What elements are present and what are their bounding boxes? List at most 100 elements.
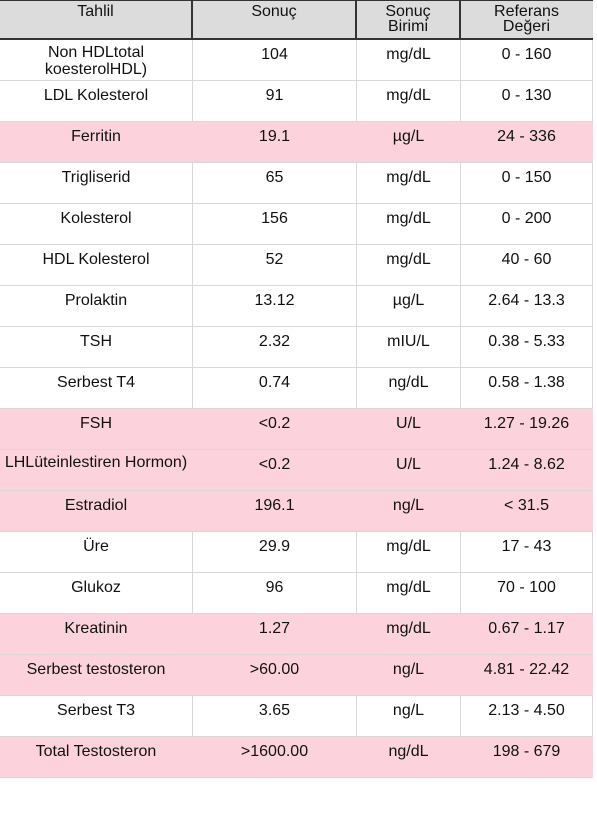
test-name-cell: Glukoz [0, 573, 193, 613]
reference-cell: 2.64 - 13.3 [461, 286, 593, 326]
test-name-cell: Kolesterol [0, 204, 193, 244]
test-name-cell: LHLüteinlestiren Hormon) [0, 450, 193, 490]
test-name-cell: HDL Kolesterol [0, 245, 193, 285]
test-name-cell: LDL Kolesterol [0, 81, 193, 121]
test-name-cell: Prolaktin [0, 286, 193, 326]
reference-cell: 0.67 - 1.17 [461, 614, 593, 654]
test-name-cell: Kreatinin [0, 614, 193, 654]
header-unit: Sonuç Birimi [357, 1, 461, 38]
table-header-row: Tahlil Sonuç Sonuç Birimi Referans Değer… [0, 0, 593, 40]
unit-cell: mIU/L [357, 327, 461, 367]
reference-cell: 0.58 - 1.38 [461, 368, 593, 408]
reference-cell: 70 - 100 [461, 573, 593, 613]
table-row: Serbest testosteron >60.00 ng/L 4.81 - 22.4… [0, 655, 593, 696]
table-row: LDL Kolesterol 91 mg/dL 0 - 130 [0, 81, 593, 122]
result-cell: 19.1 [193, 122, 357, 162]
reference-cell: 1.24 - 8.62 [461, 450, 593, 490]
result-cell: <0.2 [193, 450, 357, 490]
test-name-cell: FSH [0, 409, 193, 449]
unit-cell: mg/dL [357, 245, 461, 285]
table-row: Üre 29.9 mg/dL 17 - 43 [0, 532, 593, 573]
table-row: Estradiol 196.1 ng/L < 31.5 [0, 491, 593, 532]
reference-cell: 1.27 - 19.26 [461, 409, 593, 449]
header-reference: Referans Değeri [461, 1, 593, 38]
unit-cell: mg/dL [357, 573, 461, 613]
table-row: Trigliserid 65 mg/dL 0 - 150 [0, 163, 593, 204]
result-cell: 104 [193, 40, 357, 80]
test-name-cell: Üre [0, 532, 193, 572]
table-row: Kreatinin 1.27 mg/dL 0.67 - 1.17 [0, 614, 593, 655]
header-result: Sonuç [193, 1, 357, 38]
result-cell: <0.2 [193, 409, 357, 449]
result-cell: >1600.00 [193, 737, 357, 777]
header-unit-line2: Birimi [388, 18, 428, 35]
unit-cell: µg/L [357, 122, 461, 162]
header-test-name-line1: Tahlil [77, 3, 114, 20]
result-cell: 52 [193, 245, 357, 285]
reference-cell: 0 - 150 [461, 163, 593, 203]
reference-cell: 198 - 679 [461, 737, 593, 777]
result-cell: 65 [193, 163, 357, 203]
header-result-line1: Sonuç [251, 3, 297, 20]
test-name-cell: Serbest T4 [0, 368, 193, 408]
result-cell: 29.9 [193, 532, 357, 572]
unit-cell: mg/dL [357, 163, 461, 203]
test-name-cell: TSH [0, 327, 193, 367]
table-row: Ferritin 19.1 µg/L 24 - 336 [0, 122, 593, 163]
test-name-cell: Estradiol [0, 491, 193, 531]
reference-cell: 0 - 160 [461, 40, 593, 80]
unit-cell: mg/dL [357, 40, 461, 80]
unit-cell: ng/dL [357, 737, 461, 777]
reference-cell: 0 - 200 [461, 204, 593, 244]
result-cell: 96 [193, 573, 357, 613]
test-name-cell: Trigliserid [0, 163, 193, 203]
unit-cell: ng/L [357, 655, 461, 695]
unit-cell: mg/dL [357, 614, 461, 654]
reference-cell: 4.81 - 22.42 [461, 655, 593, 695]
header-test-name: Tahlil [0, 1, 193, 38]
unit-cell: ng/L [357, 696, 461, 736]
reference-cell: 0 - 130 [461, 81, 593, 121]
table-row: HDL Kolesterol 52 mg/dL 40 - 60 [0, 245, 593, 286]
reference-cell: 40 - 60 [461, 245, 593, 285]
table-row: Prolaktin 13.12 µg/L 2.64 - 13.3 [0, 286, 593, 327]
test-name-cell: Total Testosteron [0, 737, 193, 777]
unit-cell: mg/dL [357, 204, 461, 244]
header-reference-line2: Değeri [502, 18, 551, 35]
reference-cell: < 31.5 [461, 491, 593, 531]
table-row: FSH <0.2 U/L 1.27 - 19.26 [0, 409, 593, 450]
unit-cell: ng/dL [357, 368, 461, 408]
test-name-cell: Serbest T3 [0, 696, 193, 736]
result-cell: 0.74 [193, 368, 357, 408]
result-cell: 13.12 [193, 286, 357, 326]
reference-cell: 0.38 - 5.33 [461, 327, 593, 367]
test-name-cell: Non HDLtotal koesterolHDL) [0, 40, 193, 80]
test-name-cell: Serbest testosteron [0, 655, 193, 695]
table-row: TSH 2.32 mIU/L 0.38 - 5.33 [0, 327, 593, 368]
unit-cell: U/L [357, 409, 461, 449]
result-cell: 3.65 [193, 696, 357, 736]
table-row: Non HDLtotal koesterolHDL) 104 mg/dL 0 - 16… [0, 40, 593, 81]
reference-cell: 2.13 - 4.50 [461, 696, 593, 736]
unit-cell: mg/dL [357, 81, 461, 121]
table-row: Glukoz 96 mg/dL 70 - 100 [0, 573, 593, 614]
table-row: Kolesterol 156 mg/dL 0 - 200 [0, 204, 593, 245]
result-cell: >60.00 [193, 655, 357, 695]
result-cell: 2.32 [193, 327, 357, 367]
unit-cell: mg/dL [357, 532, 461, 572]
header-unit-line1: Sonuç [385, 3, 431, 20]
header-reference-line1: Referans [494, 3, 559, 20]
result-cell: 156 [193, 204, 357, 244]
result-cell: 196.1 [193, 491, 357, 531]
table-row: Serbest T3 3.65 ng/L 2.13 - 4.50 [0, 696, 593, 737]
table-row: Total Testosteron >1600.00 ng/dL 198 - 679 [0, 737, 593, 778]
unit-cell: µg/L [357, 286, 461, 326]
reference-cell: 24 - 336 [461, 122, 593, 162]
result-cell: 1.27 [193, 614, 357, 654]
table-body: Non HDLtotal koesterolHDL) 104 mg/dL 0 - 16… [0, 40, 593, 778]
lab-results-table: Tahlil Sonuç Sonuç Birimi Referans Değer… [0, 0, 593, 778]
unit-cell: ng/L [357, 491, 461, 531]
unit-cell: U/L [357, 450, 461, 490]
table-row: Serbest T4 0.74 ng/dL 0.58 - 1.38 [0, 368, 593, 409]
table-row: LHLüteinlestiren Hormon) <0.2 U/L 1.24 - 8.… [0, 450, 593, 491]
